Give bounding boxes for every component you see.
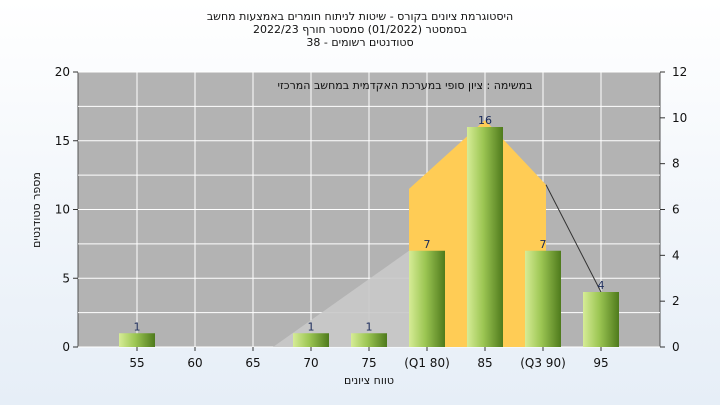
x-tick-label: 95 [593, 356, 608, 370]
y2-tick-label: 10 [672, 111, 687, 125]
y2-tick-label: 2 [672, 294, 680, 308]
x-tick-label: 65 [245, 356, 260, 370]
lower-tail-band [273, 250, 409, 347]
y2-tick-label: 8 [672, 157, 680, 171]
y-axis-label: מספר סטודנטים [30, 172, 43, 248]
data-label: 1 [308, 320, 315, 333]
data-label: 1 [366, 320, 373, 333]
chart-subtitle: בסמסטר (01/2022) סמסטר חורף 2022/23 [253, 23, 467, 36]
x-tick-label: 75 [361, 356, 376, 370]
data-label: 7 [424, 238, 431, 251]
x-tick-label: 85 [477, 356, 492, 370]
bar [583, 292, 619, 347]
y-tick-label: 0 [62, 340, 70, 354]
x-tick-label: 55 [129, 356, 144, 370]
x-axis: 55 60 65 70 75 (Q1 80) 85 (Q3 90) 95 [129, 347, 609, 370]
data-label: 7 [540, 238, 547, 251]
x-tick-label: 60 [187, 356, 202, 370]
y-axis-left: 0 5 10 15 20 [55, 65, 78, 354]
y-tick-label: 10 [55, 203, 70, 217]
chart-title: היסטוגרמת ציונים בקורס - שיטות לניתוח חו… [206, 10, 514, 23]
y2-tick-label: 6 [672, 203, 680, 217]
x-tick-label: (Q3 90) [520, 356, 566, 370]
bars: 1 1 1 7 16 7 4 [119, 114, 619, 347]
chart-annotation: במשימה : ציון סופי במערכת האקדמית במחשב … [278, 79, 533, 92]
chart-title-block: היסטוגרמת ציונים בקורס - שיטות לניתוח חו… [0, 10, 720, 49]
bar [351, 333, 387, 347]
data-label: 16 [478, 114, 492, 127]
upper-tail-line [545, 184, 602, 293]
bar [293, 333, 329, 347]
y-tick-label: 15 [55, 134, 70, 148]
y-tick-label: 5 [62, 271, 70, 285]
x-axis-label: טווח ציונים [344, 374, 394, 387]
y2-tick-label: 0 [672, 340, 680, 354]
bar [525, 250, 561, 347]
bar [409, 250, 445, 347]
y-tick-label: 20 [55, 65, 70, 79]
x-tick-label: 70 [303, 356, 318, 370]
chart-note: סטודנטים רשומים - 38 [306, 36, 414, 49]
bar [467, 127, 503, 347]
y2-tick-label: 12 [672, 65, 687, 79]
data-label: 1 [134, 320, 141, 333]
y2-tick-label: 4 [672, 248, 680, 262]
data-label: 4 [598, 279, 605, 292]
y-axis-right: 0 2 4 6 8 10 12 [660, 65, 687, 354]
x-tick-label: (Q1 80) [404, 356, 450, 370]
bar [119, 333, 155, 347]
